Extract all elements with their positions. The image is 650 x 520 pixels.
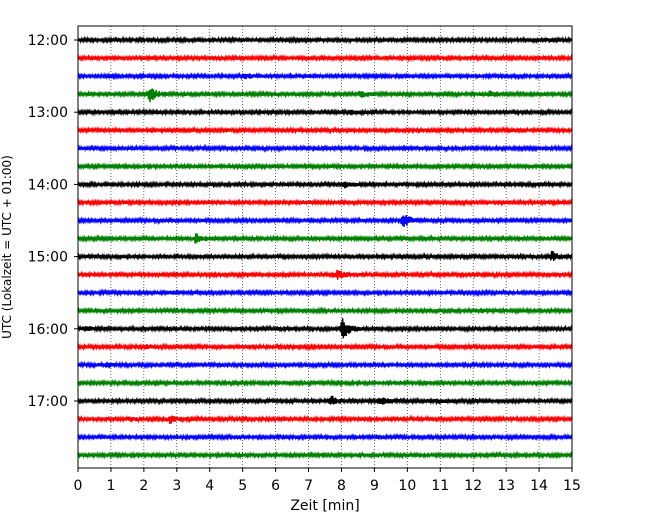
y-tick-label: 14:00 (28, 177, 68, 193)
x-tick-label: 15 (563, 478, 581, 494)
trace-1400 (77, 179, 573, 189)
trace-1730 (77, 432, 573, 442)
x-tick-label: 2 (139, 478, 148, 494)
seismogram-traces (77, 35, 573, 460)
trace-1500 (77, 251, 573, 262)
x-axis-ticks: 0 1 2 3 4 5 6 7 8 9 10 11 12 13 14 15 (74, 468, 581, 494)
trace-1200 (77, 35, 573, 45)
x-tick-label: 7 (304, 478, 313, 494)
trace-1345 (77, 161, 573, 171)
x-tick-label: 0 (74, 478, 83, 494)
x-tick-label: 8 (337, 478, 346, 494)
x-tick-label: 10 (398, 478, 416, 494)
trace-1745 (77, 450, 573, 460)
plot-frame (77, 25, 573, 469)
trace-1215 (77, 53, 573, 63)
x-tick-label: 11 (431, 478, 449, 494)
trace-1245 (77, 88, 573, 103)
trace-1530 (77, 288, 573, 298)
trace-1315 (77, 125, 573, 135)
y-tick-label: 16:00 (28, 322, 68, 338)
x-tick-label: 13 (497, 478, 515, 494)
x-tick-label: 6 (271, 478, 280, 494)
trace-1615 (77, 342, 573, 352)
x-tick-label: 5 (238, 478, 247, 494)
x-tick-label: 12 (464, 478, 482, 494)
trace-1715 (77, 414, 573, 424)
y-tick-label: 15:00 (28, 250, 68, 266)
y-axis-label: UTC (Lokalzeit = UTC + 01:00) (0, 155, 14, 339)
trace-1700 (77, 395, 573, 406)
y-axis-ticks: 12:00 13:00 14:00 15:00 16:00 17:00 (28, 33, 78, 410)
x-tick-label: 4 (205, 478, 214, 494)
trace-1445 (77, 233, 573, 244)
trace-1430 (77, 215, 573, 228)
y-tick-label: 17:00 (28, 394, 68, 410)
trace-1300 (77, 107, 573, 117)
trace-1415 (77, 197, 573, 207)
x-tick-label: 3 (172, 478, 181, 494)
trace-1330 (77, 143, 573, 153)
trace-1645 (77, 378, 573, 388)
x-tick-label: 14 (530, 478, 548, 494)
trace-1230 (77, 71, 573, 81)
x-axis-label: Zeit [min] (290, 498, 359, 514)
x-tick-label: 9 (370, 478, 379, 494)
trace-1600 (77, 318, 573, 339)
trace-1630 (77, 360, 573, 370)
x-tick-label: 1 (106, 478, 115, 494)
trace-1545 (77, 306, 573, 316)
y-tick-label: 13:00 (28, 105, 68, 121)
y-tick-label: 12:00 (28, 33, 68, 49)
trace-1515 (77, 269, 573, 280)
